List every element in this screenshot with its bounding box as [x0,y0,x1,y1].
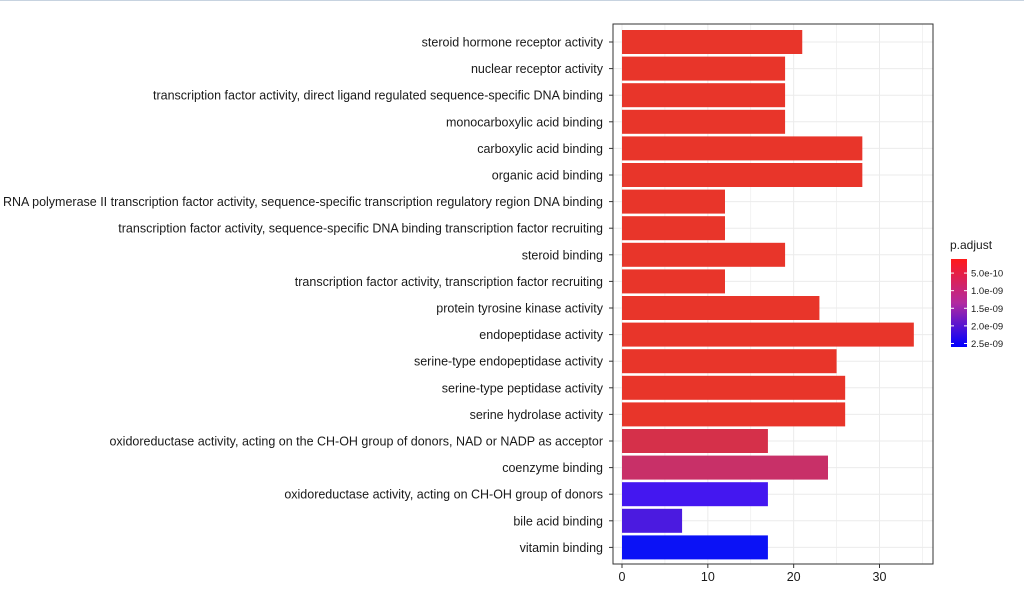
bar-13 [622,349,837,374]
legend-tick-label-1: 1.0e-09 [971,286,1003,297]
category-label-12: endopeptidase activity [479,328,603,342]
bar-3 [622,83,786,108]
legend-ticks: 5.0e-10 1.0e-09 1.5e-09 2.0e-09 2.5e-09 [951,269,1003,350]
category-label-16: oxidoreductase activity, acting on the C… [109,435,603,449]
category-label-14: serine-type peptidase activity [442,381,604,395]
category-label-10: transcription factor activity, transcrip… [295,275,603,289]
legend-title: p.adjust [950,238,993,252]
color-legend: p.adjust 5.0e-10 1.0e-09 1.5e-09 2.0e-09 2.5… [950,238,1003,350]
bar-6 [622,163,863,187]
category-label-3: transcription factor activity, direct li… [153,89,603,103]
category-label-13: serine-type endopeptidase activity [414,355,604,369]
category-label-11: protein tyrosine kinase activity [436,302,603,316]
plot-panel-border [612,23,934,565]
category-label-1: steroid hormone receptor activity [422,36,604,50]
bar-11 [622,296,820,320]
legend-tick-label-3: 2.0e-09 [971,321,1003,332]
legend-colorbar [951,259,967,347]
category-label-6: organic acid binding [492,169,603,183]
x-tick-label-30: 30 [873,570,887,584]
bar-2 [622,56,786,81]
category-label-7: RNA polymerase II transcription factor a… [3,195,603,209]
bar-19 [622,508,683,533]
category-labels: steroid hormone receptor activity nuclear… [3,36,604,555]
category-label-9: steroid binding [522,248,603,262]
category-label-20: vitamin binding [520,541,603,555]
category-label-4: monocarboxylic acid binding [446,115,603,129]
category-label-17: coenzyme binding [502,461,603,475]
bar-15 [622,402,846,427]
category-label-8: transcription factor activity, sequence-… [118,222,603,236]
bar-1 [622,30,803,54]
legend-tick-label-4: 2.5e-09 [971,339,1003,350]
x-tick-label-20: 20 [787,570,801,584]
bar-5 [622,136,863,161]
bar-9 [622,242,786,267]
category-label-19: bile acid binding [513,514,603,528]
bar-14 [622,375,846,400]
x-tick-label-0: 0 [619,570,626,584]
bar-8 [622,216,725,241]
bar-18 [622,482,768,507]
category-label-15: serine hydrolase activity [470,408,604,422]
bar-20 [622,535,768,560]
bar-10 [622,269,725,294]
category-label-2: nuclear receptor activity [471,62,604,76]
bars [622,30,914,560]
x-axis-ticks: 0 10 20 30 [609,41,887,584]
x-tick-label-10: 10 [701,570,715,584]
bar-17 [622,455,828,480]
bar-16 [622,429,768,453]
legend-tick-label-0: 5.0e-10 [971,269,1003,280]
category-label-5: carboxylic acid binding [477,142,603,156]
category-label-18: oxidoreductase activity, acting on CH-OH… [284,488,603,502]
bar-12 [622,322,914,347]
legend-tick-label-2: 1.5e-09 [971,304,1003,315]
bar-7 [622,189,725,214]
bar-4 [622,109,786,134]
